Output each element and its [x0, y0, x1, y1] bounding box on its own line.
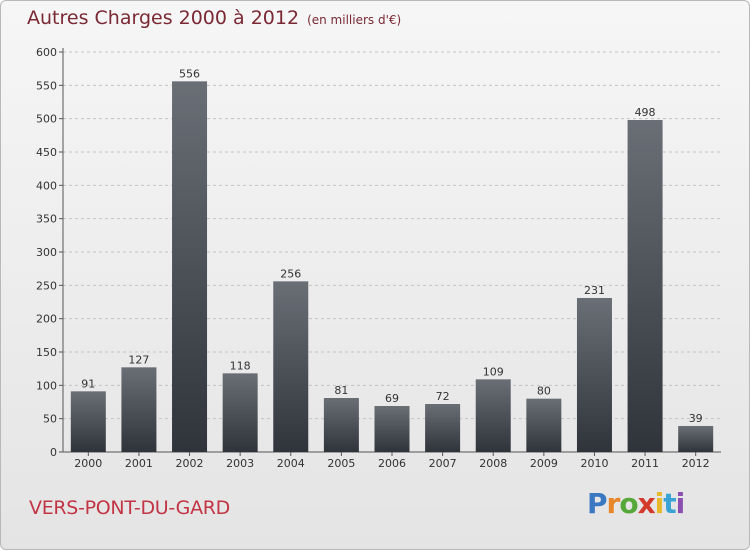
y-tick-label: 600 [36, 46, 57, 59]
bar-2011 [627, 120, 663, 452]
bar-value-label: 556 [179, 67, 200, 80]
y-tick-label: 550 [36, 79, 57, 92]
bar-2008 [475, 379, 511, 452]
x-tick-label: 2009 [530, 457, 558, 470]
proxiti-logo[interactable]: Proxiti [587, 487, 686, 520]
x-tick-label: 2010 [580, 457, 608, 470]
y-tick-label: 400 [36, 179, 57, 192]
x-tick-label: 2012 [682, 457, 710, 470]
x-tick-label: 2008 [479, 457, 507, 470]
bar-value-label: 231 [584, 284, 605, 297]
bar-2005 [323, 398, 359, 452]
chart-title-text: Autres Charges 2000 à 2012 [27, 7, 300, 29]
chart-subtitle: (en milliers d'€) [307, 13, 402, 27]
x-tick-label: 2005 [327, 457, 355, 470]
x-tick-label: 2003 [226, 457, 254, 470]
y-tick-label: 250 [36, 279, 57, 292]
x-tick-labels: 2000 2001 2002 2003 2004 2005 2006 2007 2008 2009… [74, 457, 709, 470]
logo-letter: i [675, 487, 686, 520]
bar-2010 [576, 298, 612, 452]
bar-value-label: 80 [537, 385, 551, 398]
x-tick-label: 2004 [277, 457, 305, 470]
x-tick-label: 2000 [74, 457, 102, 470]
bars: 91 127 556 118 256 81 69 72 109 80 231 498 39 [70, 67, 714, 452]
grid-lines [63, 51, 721, 420]
bar-value-label: 91 [81, 377, 95, 390]
bar-2004 [273, 281, 309, 452]
chart-title: Autres Charges 2000 à 2012 (en milliers d… [27, 7, 401, 29]
y-tick-label: 0 [50, 446, 57, 459]
logo-letter: x [637, 487, 656, 520]
bar-value-label: 498 [635, 106, 656, 119]
logo-letter: P [587, 487, 608, 520]
bar-2009 [526, 398, 562, 452]
commune-name: VERS-PONT-DU-GARD [29, 497, 231, 519]
bar-value-label: 39 [689, 412, 703, 425]
logo-letter: t [663, 487, 676, 520]
logo-letter: i [654, 487, 665, 520]
bar-value-label: 118 [230, 359, 251, 372]
bar-2007 [425, 404, 461, 452]
y-tick-label: 350 [36, 213, 57, 226]
bar-value-label: 72 [436, 390, 450, 403]
x-tick-label: 2002 [176, 457, 204, 470]
bar-value-label: 81 [334, 384, 348, 397]
bar-value-label: 69 [385, 392, 399, 405]
y-tick-label: 150 [36, 346, 57, 359]
x-tick-label: 2006 [378, 457, 406, 470]
y-tick-label: 300 [36, 246, 57, 259]
y-tick-labels: 0 50 100 150 200 250 300 350 400 450 500 550 600 [36, 46, 57, 459]
x-tick-label: 2011 [631, 457, 659, 470]
bar-2006 [374, 406, 410, 452]
y-tick-label: 500 [36, 113, 57, 126]
bar-value-label: 256 [280, 267, 301, 280]
bar-2012 [678, 426, 714, 452]
bar-2001 [121, 367, 157, 452]
bar-2003 [222, 373, 258, 452]
y-tick-label: 450 [36, 146, 57, 159]
y-tick-label: 100 [36, 379, 57, 392]
bar-2002 [172, 81, 208, 452]
logo-letter: r [606, 487, 621, 520]
bar-value-label: 109 [483, 365, 504, 378]
x-tick-label: 2001 [125, 457, 153, 470]
y-tick-label: 200 [36, 313, 57, 326]
bar-value-label: 127 [128, 353, 149, 366]
y-tick-label: 50 [43, 413, 57, 426]
logo-letter: o [619, 487, 638, 520]
x-tick-label: 2007 [429, 457, 457, 470]
bar-2000 [70, 391, 106, 452]
